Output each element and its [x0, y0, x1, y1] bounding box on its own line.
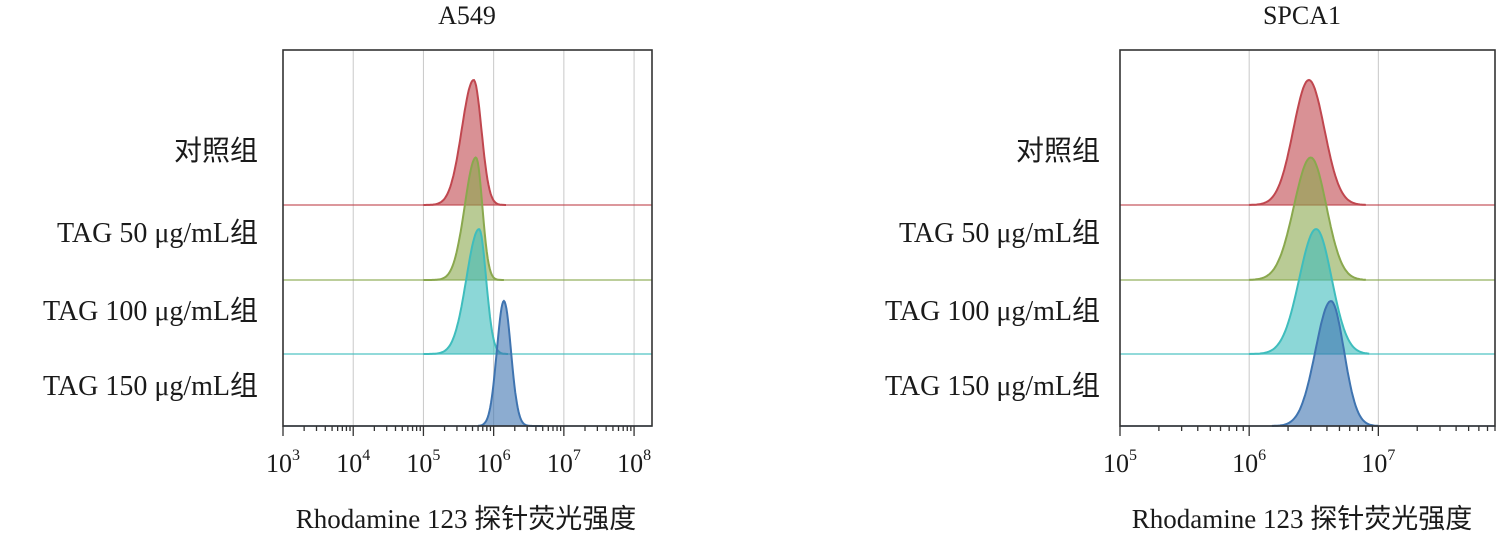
series-label: 对照组 [1016, 135, 1100, 167]
series-label: TAG 100 μg/mL组 [43, 295, 258, 327]
series-label: TAG 50 μg/mL组 [899, 217, 1100, 249]
plot-frame [282, 49, 653, 427]
plot-frame [1119, 49, 1496, 427]
x-tick-label: 105 [1103, 447, 1137, 478]
histogram-outline [1271, 300, 1379, 427]
panel-title: SPCA1 [1263, 1, 1341, 30]
panel-0: A549 对照组 TAG 50 μg/mL组 TAG 100 μg/mL组 TAG 15… [43, 1, 653, 534]
histogram-outline [423, 156, 504, 281]
x-tick-label: 106 [477, 447, 511, 478]
x-axis-label: Rhodamine 123 探针荧光强度 [1132, 504, 1472, 534]
histogram-fill [423, 229, 508, 354]
histogram-outline [1249, 228, 1370, 355]
panel-title: A549 [438, 1, 496, 30]
histogram-outline [1249, 78, 1366, 206]
histogram-outline [423, 228, 508, 355]
series-label: 对照组 [174, 135, 258, 167]
histogram-series [283, 228, 652, 355]
histogram-outline [1249, 156, 1366, 281]
x-tick-label: 107 [1361, 447, 1395, 478]
x-tick-label: 107 [547, 447, 581, 478]
histogram-fill [423, 80, 506, 205]
x-axis-label: Rhodamine 123 探针荧光强度 [296, 504, 636, 534]
x-tick-label: 104 [336, 447, 370, 478]
histogram-fill [478, 301, 543, 426]
panel-1: SPCA1 对照组 TAG 50 μg/mL组 TAG 100 μg/mL组 TAG 1… [885, 1, 1496, 534]
x-tick-label: 103 [266, 447, 300, 478]
series-label: TAG 150 μg/mL组 [43, 370, 258, 402]
histogram-fill [1249, 80, 1366, 205]
series-label: TAG 150 μg/mL组 [885, 370, 1100, 402]
x-tick-label: 106 [1232, 447, 1266, 478]
x-tick-label: 108 [617, 447, 651, 478]
histogram-outline [423, 79, 506, 206]
series-label: TAG 50 μg/mL组 [57, 217, 258, 249]
x-tick-label: 105 [406, 447, 440, 478]
series-label: TAG 100 μg/mL组 [885, 295, 1100, 327]
